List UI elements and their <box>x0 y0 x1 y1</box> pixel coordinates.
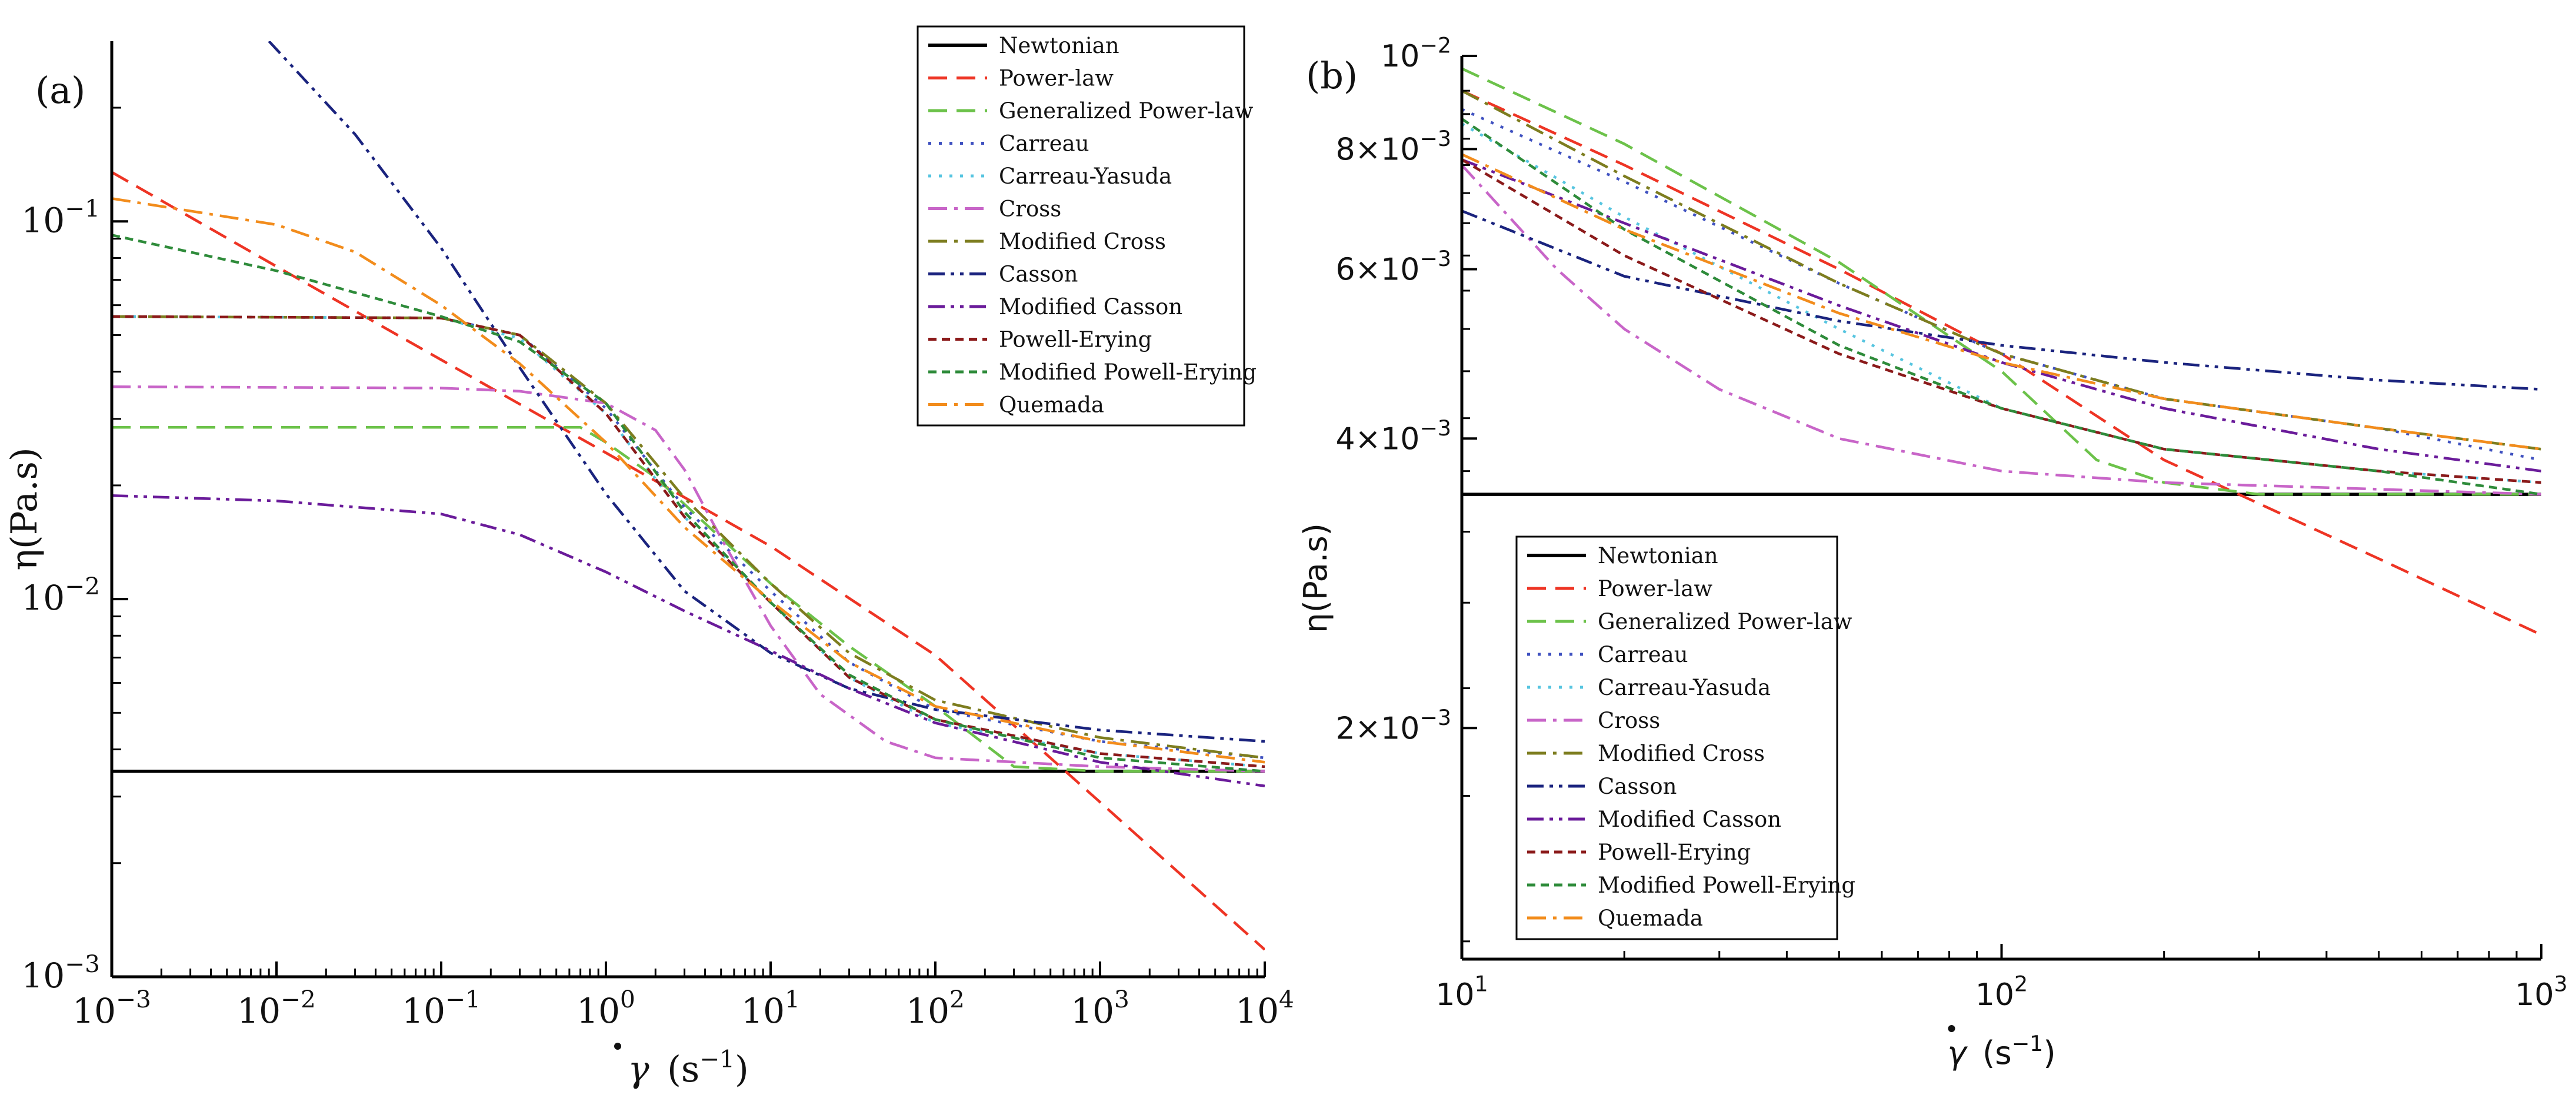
series-line-modified-powell-erying <box>1462 118 2541 496</box>
legend-entry: Cross <box>1598 708 1660 733</box>
gamma-dot-mark <box>1948 1025 1955 1032</box>
series-line-casson <box>1462 209 2541 391</box>
legend-a: Newtonian Power-law Generalized Power-law C… <box>917 25 1257 427</box>
legend-entry: Cross <box>999 197 1061 222</box>
legend-entry: Generalized Power-law <box>1598 609 1852 634</box>
series-group <box>1462 67 2541 636</box>
legend-entry: Newtonian <box>999 33 1119 58</box>
gamma-dot-mark <box>614 1043 621 1050</box>
x-axis-title: γ (s−1) <box>628 1045 748 1090</box>
y-axis-title: η(Pa.s) <box>4 447 45 570</box>
x-tick-label: 10−3 <box>72 985 151 1031</box>
legend-entry: Power-law <box>999 66 1114 91</box>
panel-label-a: (a) <box>35 69 85 112</box>
x-tick-label: 102 <box>906 985 965 1031</box>
series-line-quemada <box>112 197 1265 764</box>
x-axis-title: γ (s−1) <box>1947 1031 2055 1072</box>
legend-entry: Quemada <box>999 392 1104 418</box>
series-line-quemada <box>1462 153 2541 451</box>
legend-entry: Powell-Erying <box>999 327 1152 352</box>
y-axis-title: η(Pa.s) <box>1297 523 1334 633</box>
legend-b: Newtonian Power-law Generalized Power-law C… <box>1515 535 1855 940</box>
legend-entry: Powell-Erying <box>1598 840 1751 865</box>
series-line-generalized-power-law <box>1462 67 2541 496</box>
series-line-modified-powell-erying <box>112 234 1265 773</box>
series-line-power-law <box>112 171 1265 951</box>
chart-panel-b: (b)101 102 1032×10−34×10−36×10−38×10−310−2… <box>1297 33 2568 1072</box>
series-line-modified-casson <box>1462 158 2541 473</box>
legend-box <box>917 25 1245 427</box>
legend-entry: Newtonian <box>1598 543 1718 568</box>
x-tick-label: 10−2 <box>237 985 316 1031</box>
series-line-generalized-power-law <box>112 425 1265 773</box>
legend-entry: Carreau-Yasuda <box>999 164 1172 189</box>
legend-entry: Carreau <box>1598 642 1688 667</box>
panel-label-b: (b) <box>1306 54 1358 97</box>
legend-entry: Modified Cross <box>1598 741 1765 766</box>
legend-box <box>1515 535 1838 940</box>
x-tick-label: 10−1 <box>402 985 481 1031</box>
legend-entry: Casson <box>1598 774 1677 799</box>
legend-entry: Power-law <box>1598 576 1712 601</box>
series-line-powell-erying <box>112 315 1265 768</box>
legend-entry: Modified Casson <box>999 294 1182 320</box>
legend-entry: Modified Casson <box>1598 807 1781 832</box>
legend-entry: Casson <box>999 262 1078 287</box>
legend-entry: Modified Powell-Erying <box>1598 873 1855 898</box>
legend-entry: Quemada <box>1598 906 1703 931</box>
series-line-cross <box>1462 164 2541 496</box>
legend-entry: Carreau <box>999 131 1089 157</box>
legend-entry: Modified Cross <box>999 229 1166 254</box>
series-group <box>112 41 1265 951</box>
legend-entry: Modified Powell-Erying <box>999 360 1257 385</box>
series-line-modified-casson <box>112 494 1265 788</box>
series-line-cross <box>112 385 1265 773</box>
legend-entry: Generalized Power-law <box>999 98 1254 124</box>
series-line-casson <box>268 41 1265 743</box>
legend-entry: Carreau-Yasuda <box>1598 675 1771 700</box>
